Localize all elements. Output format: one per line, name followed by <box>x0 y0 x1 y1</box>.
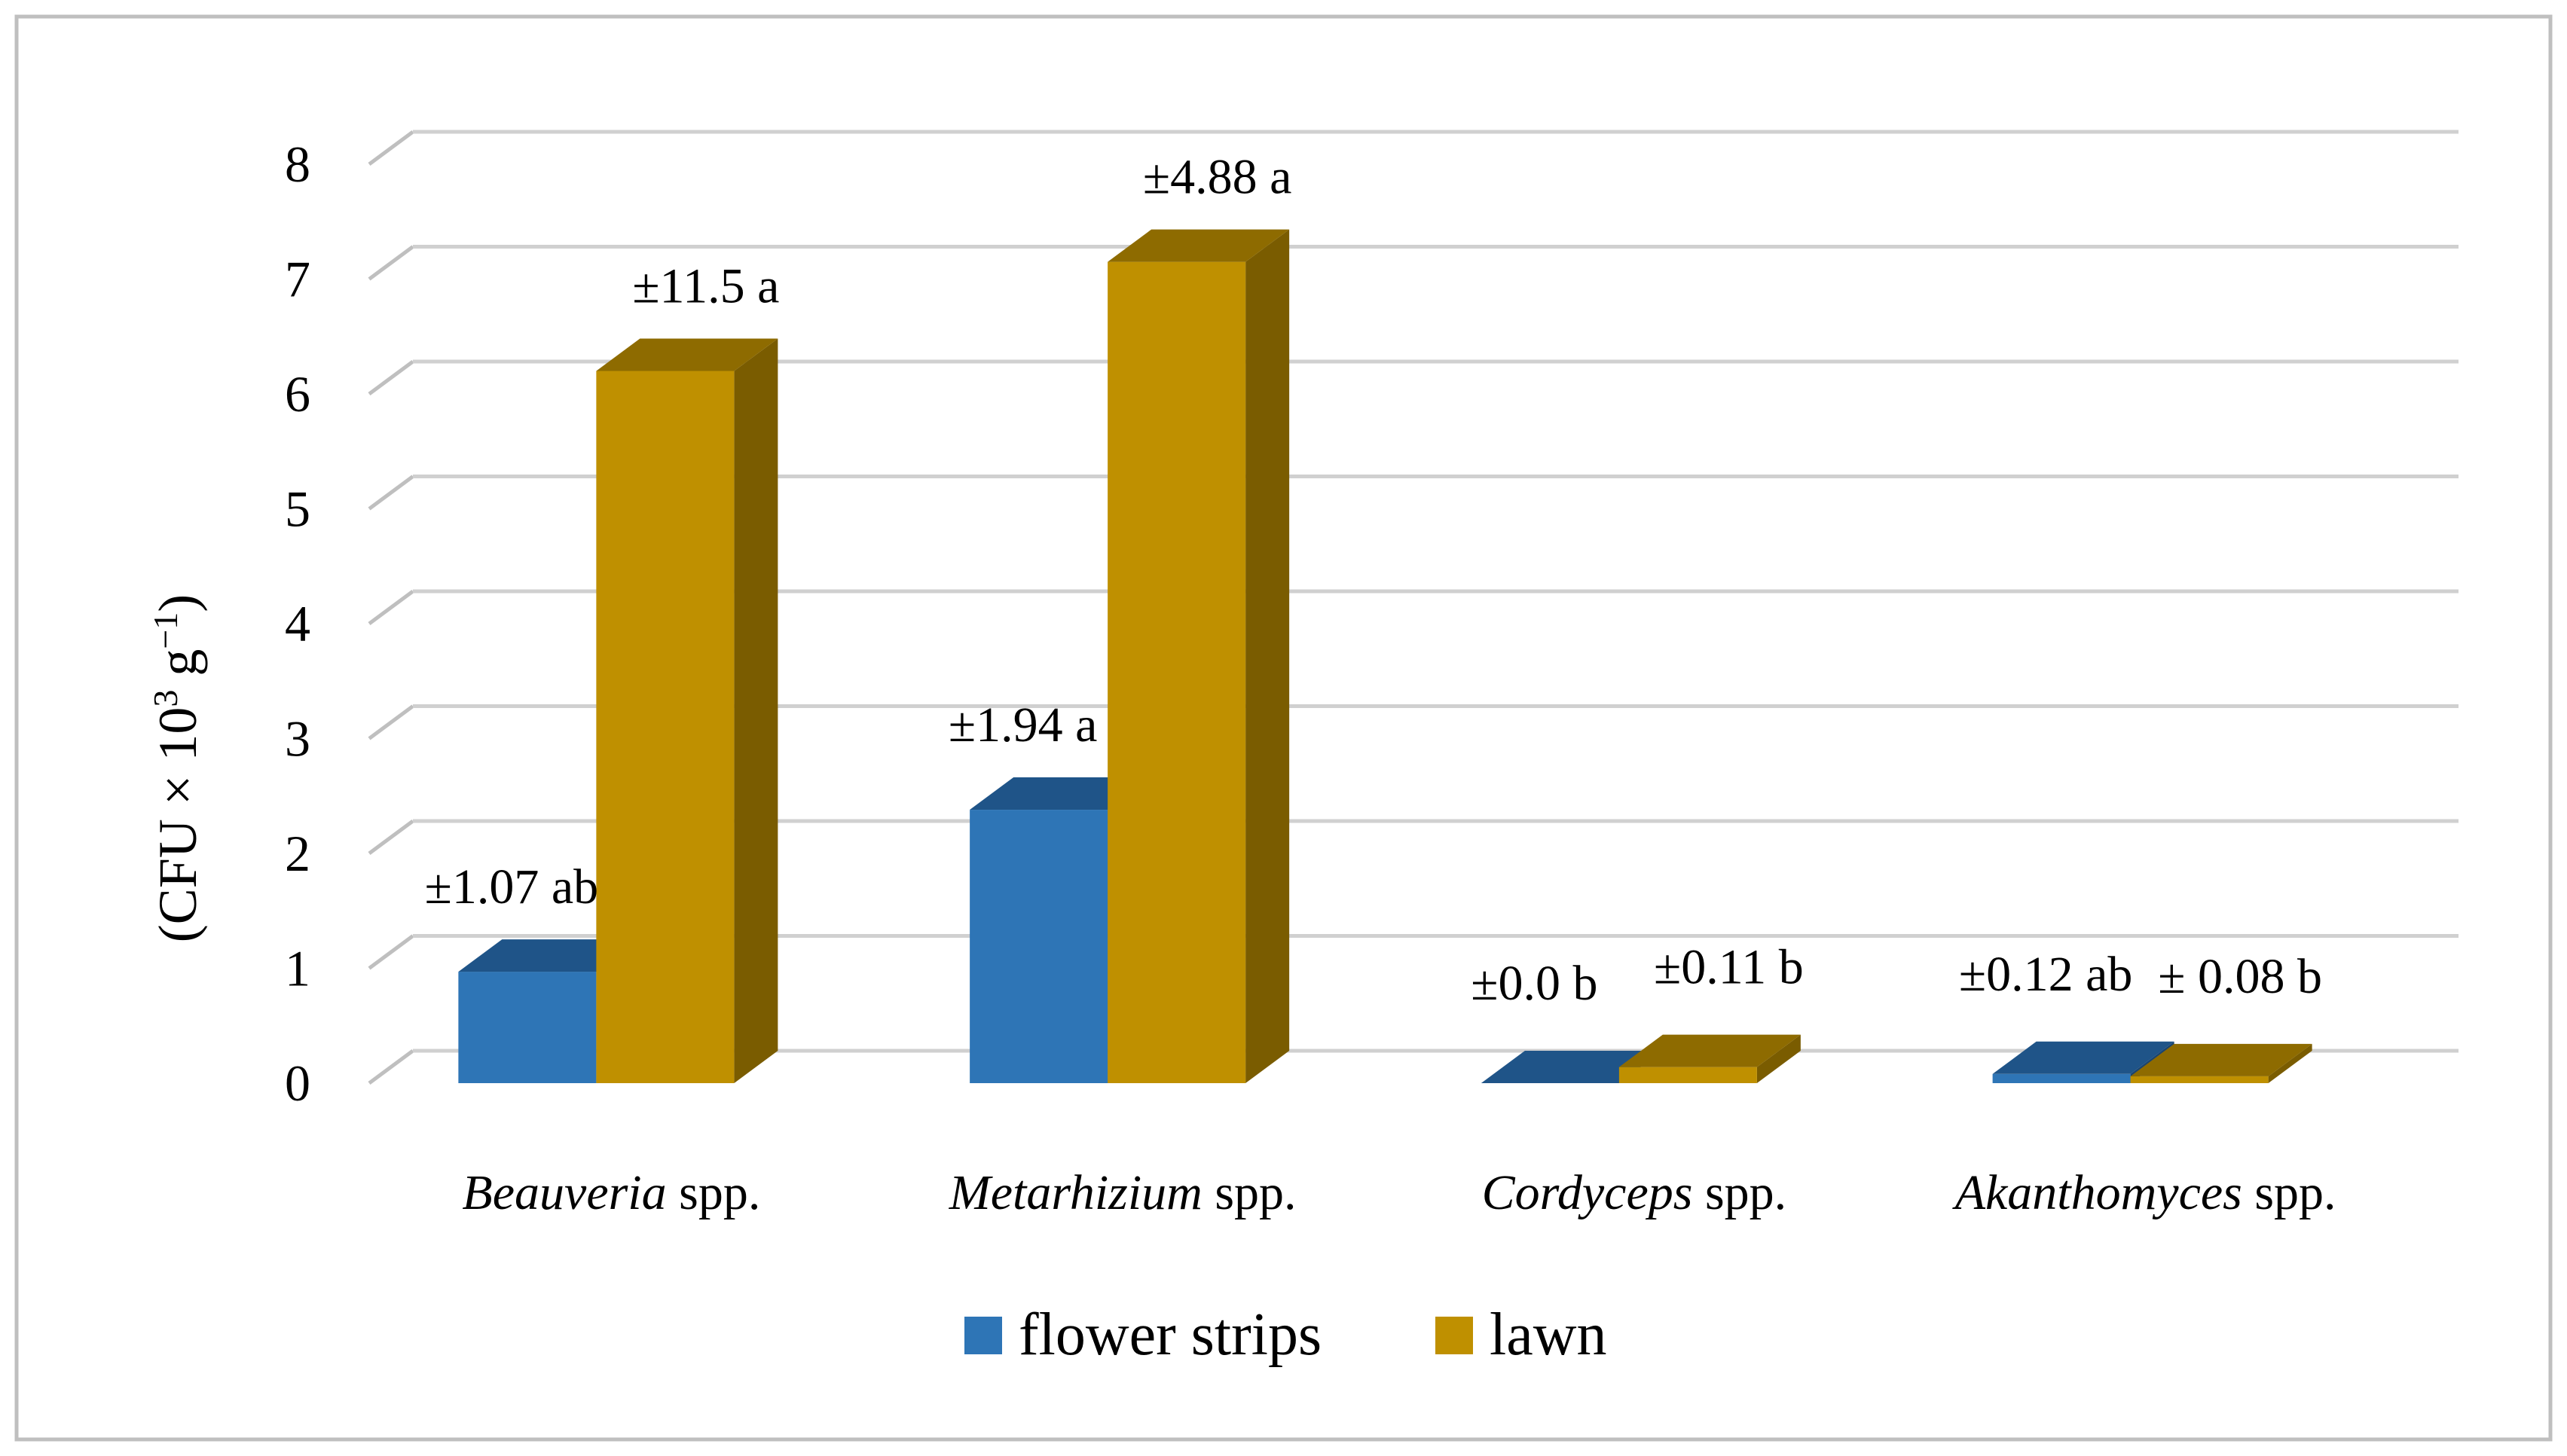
gridline-diagonal <box>368 704 414 740</box>
bar-top <box>2130 1043 2312 1076</box>
y-tick-label: 2 <box>285 825 310 882</box>
gridline-diagonal <box>368 589 414 626</box>
category-label: Akanthomyces spp. <box>1952 1165 2336 1220</box>
gridline-diagonal <box>368 934 414 970</box>
bars <box>458 229 2312 1083</box>
category-labels: Beauveria spp. Metarhizium spp. Cordyceps … <box>462 1165 2336 1220</box>
data-label: ±11.5 a <box>632 259 779 314</box>
gridline-diagonal <box>368 1049 414 1085</box>
legend-swatch <box>964 1317 1002 1354</box>
data-label: ±0.11 b <box>1654 940 1804 995</box>
gridline-diagonal <box>368 245 414 281</box>
bar <box>1618 1067 1757 1083</box>
legend: flower strips lawn <box>964 1302 1607 1368</box>
legend-swatch <box>1435 1317 1473 1354</box>
y-tick-label: 3 <box>285 710 310 768</box>
data-label: ±0.0 b <box>1471 956 1597 1011</box>
y-tick-label: 7 <box>285 251 310 308</box>
bar-side <box>734 338 778 1083</box>
bar <box>2130 1076 2269 1083</box>
gridline-diagonal <box>368 130 414 166</box>
y-axis-label: (CFU × 103 g−1) <box>146 594 209 943</box>
bar-side <box>2268 1043 2312 1083</box>
data-label: ±1.07 ab <box>425 859 599 914</box>
error-labels: ±1.07 ab ±11.5 a ±1.94 a ±4.88 a ±0.0 b ±0.11… <box>425 150 2322 1011</box>
y-tick-label: 0 <box>285 1055 310 1112</box>
legend-label: lawn <box>1490 1302 1607 1368</box>
data-label: ±1.94 a <box>949 697 1098 752</box>
y-tick-label: 6 <box>285 365 310 423</box>
bar-top <box>596 338 778 371</box>
y-tick-label: 8 <box>285 136 310 193</box>
bar-top <box>1108 229 1290 262</box>
bar-top <box>1481 1051 1663 1083</box>
y-tick-label: 5 <box>285 481 310 538</box>
bar-side <box>1756 1034 1801 1083</box>
category-label: Cordyceps spp. <box>1482 1165 1787 1220</box>
y-tick-label: 4 <box>285 595 310 652</box>
bar-top <box>970 777 1152 810</box>
bar <box>970 810 1108 1083</box>
bar <box>1992 1073 2131 1083</box>
data-label: ± 0.08 b <box>2158 949 2322 1004</box>
category-label: Beauveria spp. <box>462 1165 760 1220</box>
bar-top <box>458 939 640 972</box>
bar <box>596 371 735 1083</box>
legend-label: flower strips <box>1019 1302 1322 1368</box>
category-label: Metarhizium spp. <box>949 1165 1297 1220</box>
bar-top <box>1618 1034 1801 1067</box>
bar <box>1108 261 1246 1083</box>
y-tick-label: 1 <box>285 940 310 997</box>
data-label: ±0.12 ab <box>1959 947 2133 1002</box>
gridline-diagonal <box>368 819 414 856</box>
bar-side <box>1245 229 1290 1083</box>
gridline-diagonal <box>368 475 414 511</box>
data-label: ±4.88 a <box>1143 150 1292 205</box>
bar-top <box>1992 1041 2174 1074</box>
bar <box>458 972 597 1083</box>
y-axis-ticks: 0 1 2 3 4 5 6 7 8 <box>285 136 310 1112</box>
gridline-diagonal <box>368 359 414 396</box>
